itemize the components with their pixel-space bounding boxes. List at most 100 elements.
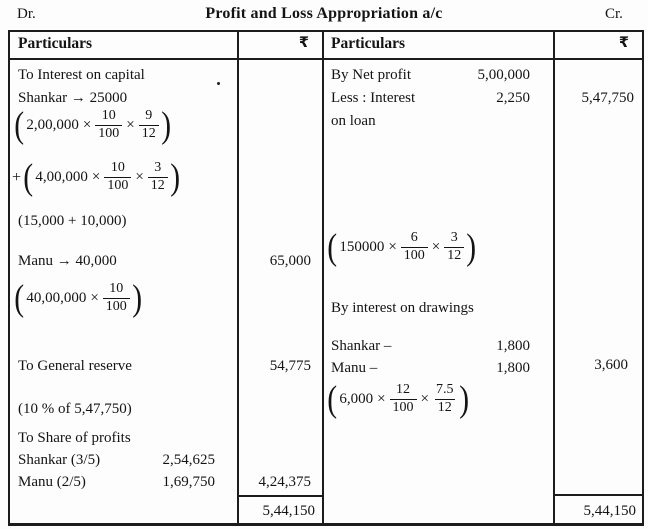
fraction-denominator: 12 bbox=[444, 247, 465, 264]
credit-drawings-row-manu-label: Manu – bbox=[331, 360, 378, 376]
open-paren: ( bbox=[23, 157, 34, 198]
credit-less-interest-label: Less : Interest bbox=[331, 90, 416, 106]
formula-term: 4,00,000 bbox=[35, 169, 88, 186]
formula-term: × bbox=[90, 290, 99, 307]
fraction-numerator: 10 bbox=[110, 160, 125, 176]
column-divider-1 bbox=[237, 32, 239, 523]
formula-term: 150000 bbox=[339, 239, 385, 256]
formula-term: × bbox=[431, 239, 441, 256]
formula-term: × bbox=[91, 169, 101, 186]
fraction-denominator: 100 bbox=[400, 247, 428, 264]
fraction-denominator: 100 bbox=[95, 125, 123, 142]
formula-loan-interest: (150000 × 6 100 × 3 12) bbox=[327, 227, 477, 268]
formula-term: × bbox=[388, 239, 397, 256]
formula-term: 40,00,000 bbox=[26, 290, 87, 307]
debit-share-row-shankar-label: Shankar (3/5) bbox=[18, 452, 101, 468]
close-paren: ) bbox=[132, 278, 142, 319]
credit-less-interest-continuation: on loan bbox=[331, 113, 376, 129]
header-separator bbox=[10, 58, 642, 60]
fraction: 6 100 bbox=[399, 231, 430, 263]
fraction: 10 100 bbox=[93, 109, 124, 141]
debit-amount-total: 5,44,150 bbox=[262, 503, 316, 519]
open-paren: ( bbox=[327, 227, 338, 268]
formula-operator: × bbox=[420, 391, 430, 408]
debit-amount-general-reserve: 54,775 bbox=[269, 358, 311, 374]
debit-share-row-manu-label: Manu (2/5) bbox=[18, 474, 86, 490]
fraction: 12 100 bbox=[388, 383, 419, 415]
credit-less-interest-amount: 2,250 bbox=[496, 90, 530, 106]
close-paren: ) bbox=[170, 157, 180, 198]
credit-amount-net-profit: 5,47,750 bbox=[581, 90, 635, 106]
header-particulars-right: Particulars bbox=[331, 35, 406, 52]
fraction: 3 12 bbox=[146, 161, 170, 193]
formula-term: × bbox=[135, 169, 144, 186]
credit-net-profit-label: By Net profit bbox=[331, 67, 411, 83]
fraction-denominator: 100 bbox=[102, 298, 130, 315]
debit-general-reserve-label: To General reserve bbox=[18, 358, 132, 374]
fraction: 9 12 bbox=[137, 109, 161, 141]
fraction: 10 100 bbox=[101, 282, 132, 314]
debit-interest-on-capital-label: To Interest on capital bbox=[18, 67, 145, 83]
fraction: 10 100 bbox=[102, 161, 133, 193]
credit-amount-total: 5,44,150 bbox=[583, 503, 637, 519]
credit-net-profit-amount: 5,00,000 bbox=[477, 67, 531, 83]
credit-total-rule bbox=[553, 494, 642, 496]
formula-outside-operator: + bbox=[12, 168, 22, 186]
column-divider-3 bbox=[553, 32, 555, 523]
formula-shankar-capital-part2: +(4,00,000 × 10 100 × 3 12) bbox=[12, 157, 180, 198]
open-paren: ( bbox=[14, 278, 25, 319]
formula-manu-capital: (40,00,000 × 10 100) bbox=[14, 278, 142, 319]
credit-drawings-row-shankar-label: Shankar – bbox=[331, 338, 392, 354]
header-amount-right: ₹ bbox=[618, 35, 629, 51]
fraction-denominator: 12 bbox=[434, 399, 455, 416]
credit-interest-on-drawings-label: By interest on drawings bbox=[331, 300, 474, 316]
fraction-numerator: 3 bbox=[154, 160, 162, 176]
formula-term: × bbox=[126, 117, 135, 134]
fraction-numerator: 12 bbox=[396, 382, 411, 398]
fraction-denominator: 100 bbox=[104, 177, 132, 194]
open-paren: ( bbox=[327, 379, 338, 420]
close-paren: ) bbox=[160, 105, 171, 146]
debit-general-reserve-note: (10 % of 5,47,750) bbox=[18, 401, 132, 417]
formula-term: 2,00,000 bbox=[26, 117, 79, 134]
fraction-denominator: 12 bbox=[138, 125, 159, 142]
profit-loss-appropriation-table: Particulars ₹ Particulars ₹ To Interest … bbox=[8, 30, 644, 526]
open-paren: ( bbox=[14, 105, 25, 146]
credit-drawings-row-shankar-amount: 1,800 bbox=[496, 338, 530, 354]
fraction: 7.5 12 bbox=[431, 383, 459, 415]
debit-amount-share-of-profits: 4,24,375 bbox=[258, 474, 312, 490]
fraction-denominator: 12 bbox=[147, 177, 168, 194]
fraction-denominator: 100 bbox=[389, 399, 417, 416]
dr-side-label: Dr. bbox=[17, 6, 36, 22]
fraction-numerator: 6 bbox=[410, 230, 418, 246]
debit-total-rule bbox=[237, 495, 324, 497]
debit-share-of-profits-label: To Share of profits bbox=[18, 430, 131, 446]
header-amount-left: ₹ bbox=[298, 35, 309, 51]
header-particulars-left: Particulars bbox=[18, 35, 93, 52]
ink-dot bbox=[217, 82, 220, 85]
fraction-numerator: 10 bbox=[109, 281, 124, 297]
formula-drawings-interest: (6,000 × 12 100 × 7.5 12) bbox=[327, 379, 469, 420]
fraction-numerator: 10 bbox=[101, 108, 116, 124]
close-paren: ) bbox=[458, 379, 469, 420]
formula-shankar-capital-part1: (2,00,000 × 10 100 × 9 12) bbox=[14, 105, 171, 146]
debit-amount-interest-on-capital: 65,000 bbox=[269, 253, 311, 269]
debit-manu-capital-line: Manu → 40,000 bbox=[18, 253, 117, 269]
formula-term: × bbox=[82, 117, 92, 134]
column-divider-2 bbox=[322, 32, 324, 523]
formula-term: × bbox=[377, 391, 386, 408]
debit-share-row-manu-amount: 1,69,750 bbox=[162, 474, 216, 490]
fraction-numerator: 3 bbox=[450, 230, 458, 246]
cr-side-label: Cr. bbox=[605, 6, 623, 22]
credit-amount-drawings-total: 3,600 bbox=[594, 357, 628, 373]
close-paren: ) bbox=[466, 227, 477, 268]
page-title: Profit and Loss Appropriation a/c bbox=[205, 5, 443, 22]
debit-share-row-shankar-amount: 2,54,625 bbox=[162, 452, 216, 468]
formula-term: 6,000 bbox=[339, 391, 374, 408]
credit-drawings-row-manu-amount: 1,800 bbox=[496, 360, 530, 376]
fraction: 3 12 bbox=[442, 231, 466, 263]
fraction-numerator: 9 bbox=[145, 108, 153, 124]
fraction-numerator: 7.5 bbox=[436, 382, 454, 398]
debit-shankar-capital-line: Shankar → 25000 bbox=[18, 90, 128, 106]
